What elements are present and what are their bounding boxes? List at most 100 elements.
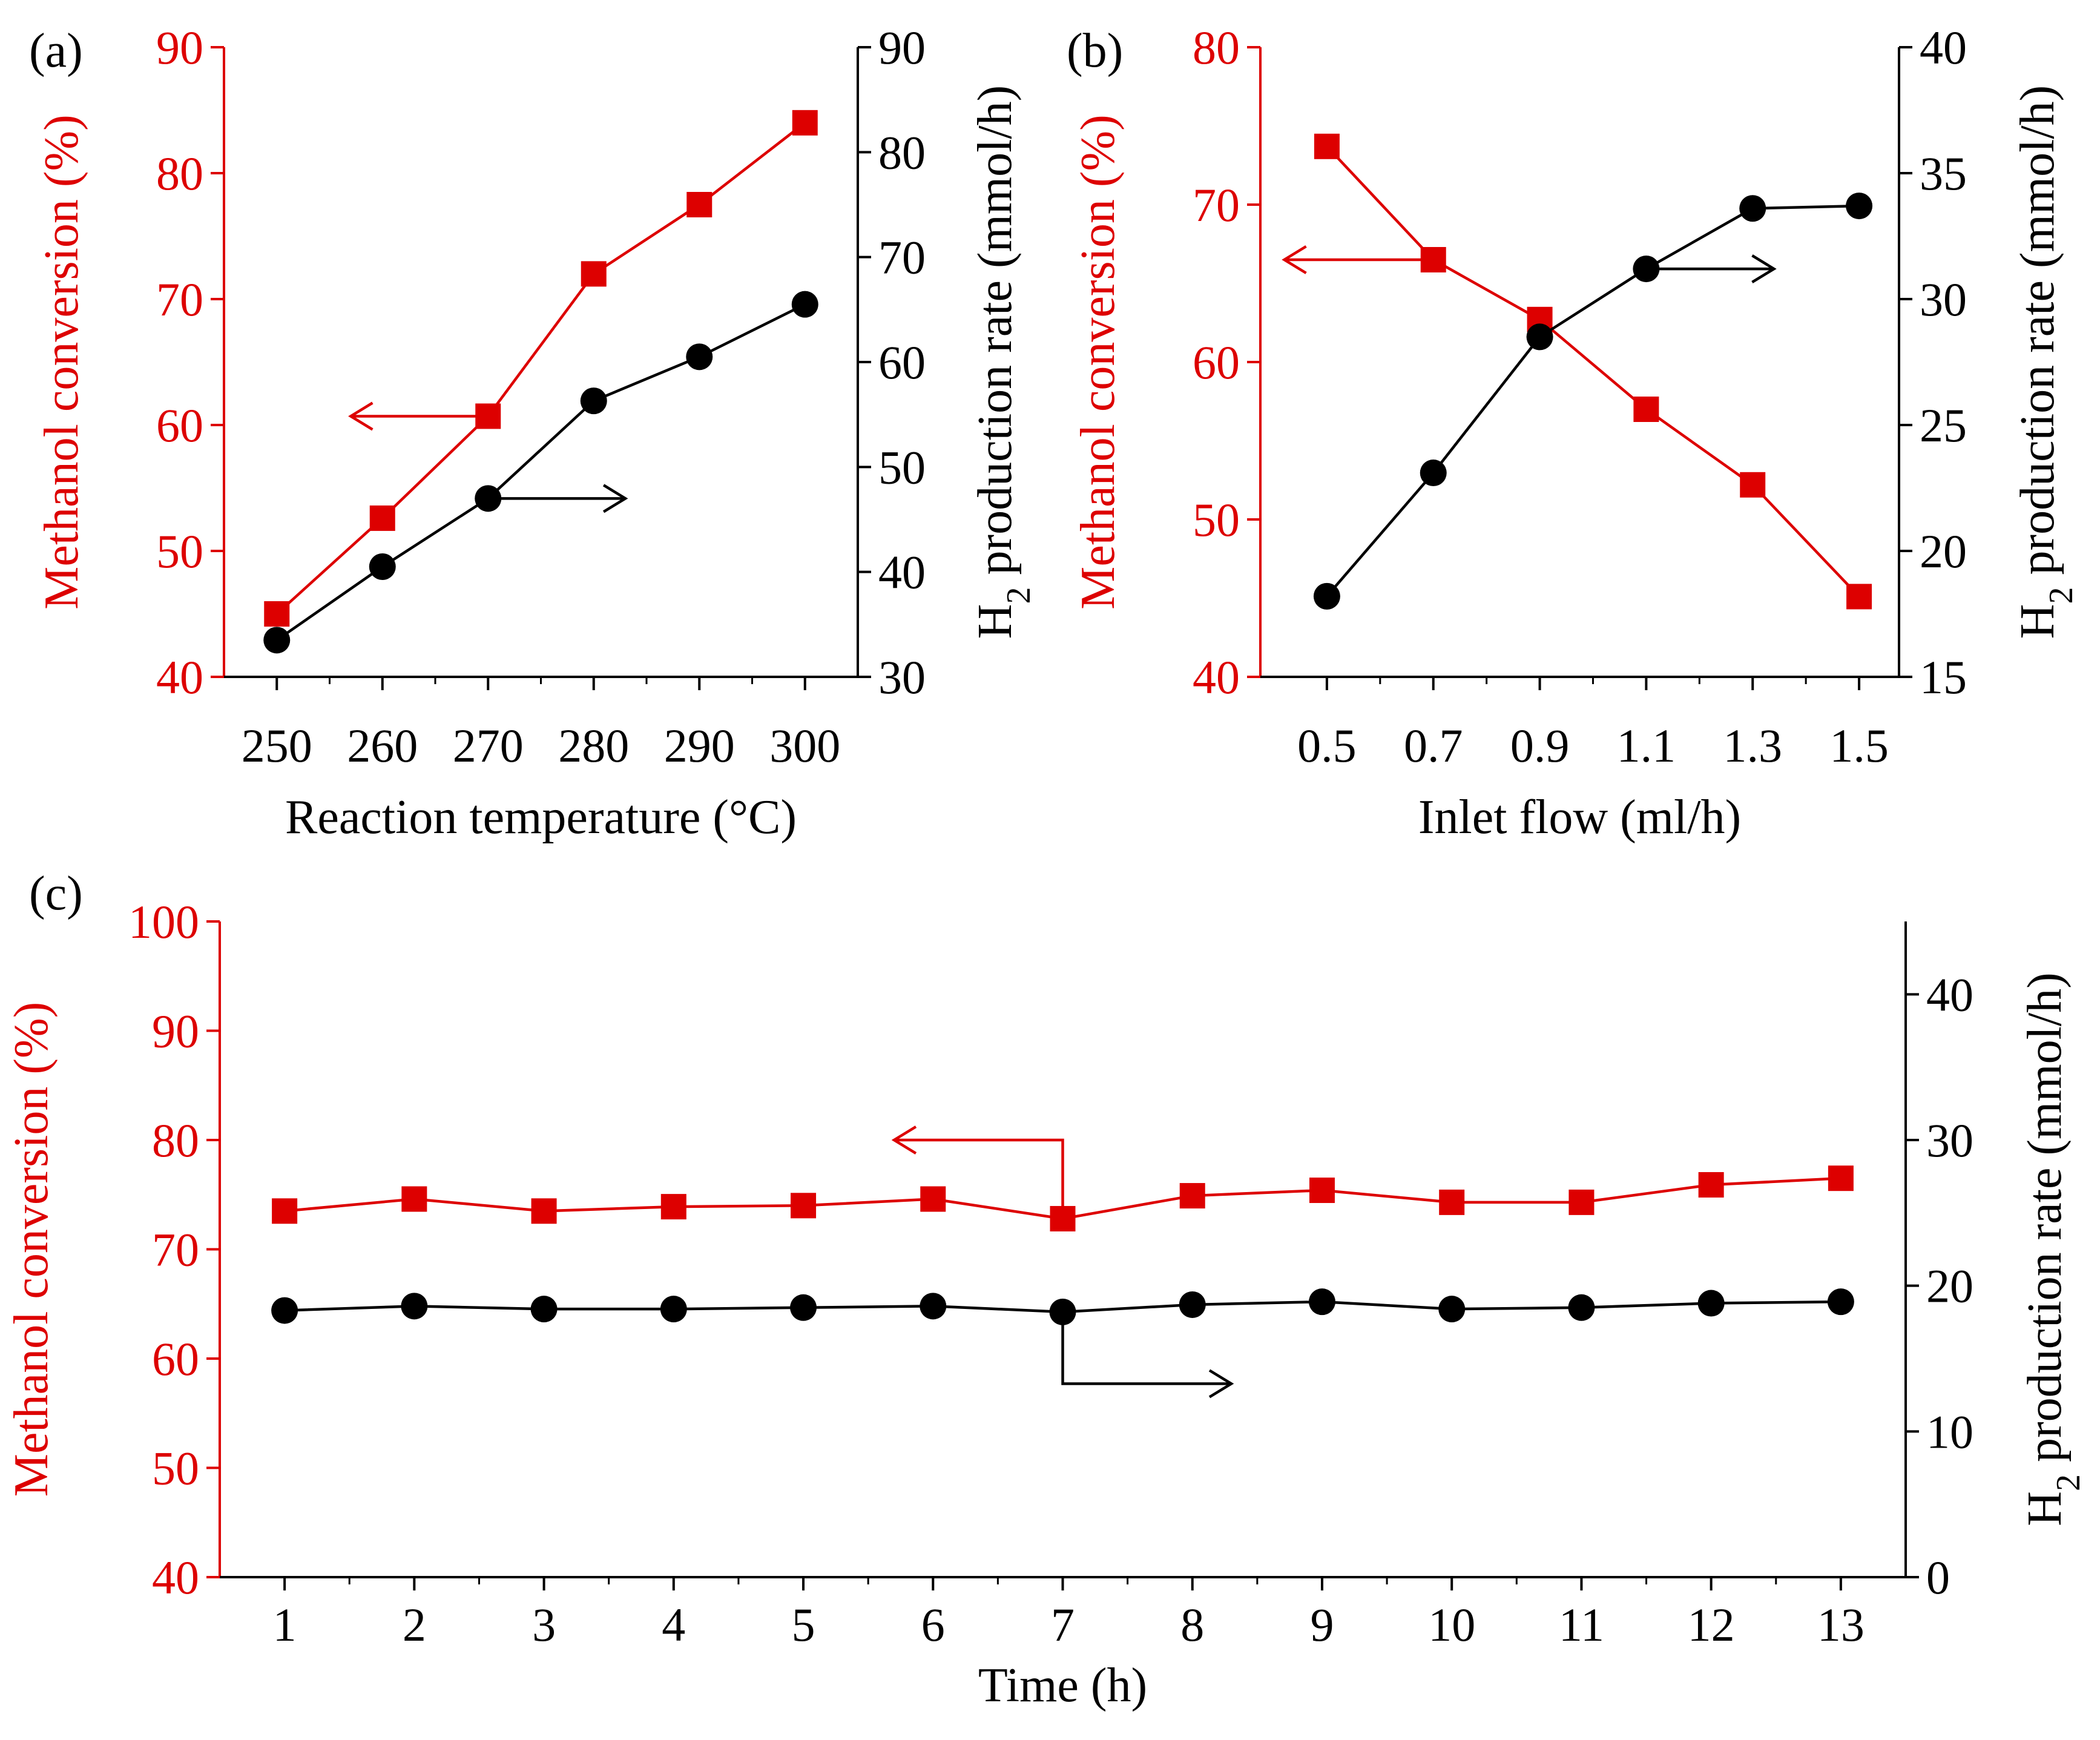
x-tick-label: 11 [1559, 1598, 1604, 1651]
right-y-tick-label: 40 [1920, 21, 1967, 74]
left-y-axis-title: Methanol conversion (%) [35, 114, 88, 610]
h2-data-point [790, 1294, 817, 1321]
conversion-series-line [1326, 145, 1860, 598]
x-tick-label: 280 [558, 719, 629, 772]
x-tick-label: 0.5 [1297, 719, 1357, 772]
left-y-tick-label: 60 [156, 399, 203, 452]
left-y-tick-label: 60 [152, 1333, 199, 1385]
h2-data-point [1697, 1290, 1725, 1317]
x-tick-label: 6 [921, 1598, 945, 1651]
left-y-tick-label: 40 [156, 651, 203, 704]
left-y-tick-label: 100 [128, 895, 199, 948]
x-tick-label: 1.1 [1617, 719, 1676, 772]
x-tick-label: 5 [792, 1598, 815, 1651]
left-y-tick-label: 80 [152, 1114, 199, 1167]
right-y-tick-label: 40 [878, 546, 926, 599]
conversion-axis-arrowhead [891, 1125, 917, 1155]
conversion-data-point [1568, 1189, 1595, 1215]
right-y-tick-label: 90 [878, 21, 926, 74]
left-y-tick-label: 40 [1193, 651, 1240, 704]
left-y-axis-title: Methanol conversion (%) [1071, 114, 1125, 610]
x-tick-label: 270 [453, 719, 524, 772]
h2-data-point [1526, 323, 1553, 351]
right-y-axis-title: H2 production rate (mmol/h) [969, 85, 1038, 639]
x-tick-label: 250 [242, 719, 312, 772]
x-tick-label: 3 [532, 1598, 556, 1651]
right-y-tick-label: 35 [1920, 147, 1967, 200]
right-y-axis-title-prefix: H [2011, 604, 2064, 639]
h2-series-line [1326, 204, 1860, 598]
h2-data-point [369, 553, 396, 580]
right-y-axis-title-subscript: 2 [2042, 587, 2080, 604]
x-tick-label: 300 [769, 719, 840, 772]
left-y-tick-label: 90 [156, 21, 203, 74]
h2-data-point [401, 1293, 428, 1320]
conversion-data-point [660, 1194, 686, 1220]
x-tick-label: 7 [1051, 1598, 1075, 1651]
h2-data-point [686, 343, 713, 371]
panel-label: (a) [29, 24, 83, 77]
h2-data-point [1846, 193, 1873, 220]
right-y-axis-title: H2 production rate (mmol/h) [2011, 85, 2080, 639]
right-y-tick-label: 30 [1926, 1114, 1973, 1167]
h2-data-point [660, 1296, 687, 1323]
left-y-tick-label: 80 [156, 147, 203, 200]
conversion-data-point [272, 1198, 298, 1224]
left-y-tick-label: 50 [1193, 493, 1240, 546]
right-y-tick-label: 20 [1926, 1260, 1973, 1313]
h2-data-point [1739, 195, 1766, 222]
left-y-tick-label: 80 [1193, 21, 1240, 74]
right-y-axis-title-prefix: H [2018, 1491, 2072, 1526]
right-y-tick-label: 30 [1920, 273, 1967, 326]
right-y-tick-label: 15 [1920, 651, 1967, 704]
x-tick-label: 12 [1688, 1598, 1735, 1651]
h2-data-point [920, 1293, 947, 1320]
left-y-tick-label: 70 [1193, 179, 1240, 231]
x-axis-title: Time (h) [978, 1659, 1147, 1712]
conversion-data-point [791, 1193, 817, 1219]
conversion-axis-arrowhead [1282, 245, 1307, 274]
right-y-axis-title-subscript: 2 [2050, 1474, 2087, 1491]
conversion-data-point [1439, 1189, 1465, 1215]
right-y-axis-title-suffix: production rate (mmol/h) [969, 85, 1022, 587]
h2-data-point [1420, 460, 1447, 487]
conversion-data-point [531, 1198, 557, 1224]
h2-axis-arrowhead [1751, 254, 1777, 283]
x-tick-label: 2 [403, 1598, 426, 1651]
conversion-data-point [1698, 1172, 1724, 1198]
right-y-tick-label: 70 [878, 231, 926, 284]
x-tick-label: 0.7 [1404, 719, 1463, 772]
right-y-tick-label: 50 [878, 441, 926, 493]
x-tick-label: 1.3 [1723, 719, 1782, 772]
left-y-tick-label: 60 [1193, 336, 1240, 389]
conversion-axis-arrow [894, 1138, 1064, 1219]
left-y-axis-title: Methanol conversion (%) [5, 1002, 58, 1497]
h2-axis-arrowhead [602, 484, 628, 513]
x-tick-label: 10 [1428, 1598, 1475, 1651]
conversion-data-point [1309, 1178, 1335, 1204]
h2-data-point [580, 387, 607, 415]
conversion-data-point [1828, 1165, 1854, 1191]
left-y-tick-label: 90 [152, 1005, 199, 1058]
conversion-data-point [369, 505, 395, 531]
h2-data-point [1313, 582, 1340, 610]
left-y-tick-label: 50 [152, 1442, 199, 1495]
left-y-tick-label: 40 [152, 1551, 199, 1604]
x-tick-label: 0.9 [1510, 719, 1570, 772]
conversion-data-point [581, 261, 607, 287]
right-y-axis-title-suffix: production rate (mmol/h) [2011, 85, 2064, 587]
right-y-tick-label: 80 [878, 126, 926, 179]
h2-axis-arrow [1061, 1311, 1231, 1385]
h2-data-point [530, 1296, 558, 1323]
left-y-tick-label: 50 [156, 525, 203, 578]
right-y-tick-label: 25 [1920, 399, 1967, 452]
panel-label: (c) [29, 867, 83, 920]
left-y-tick-label: 70 [152, 1224, 199, 1276]
conversion-data-point [686, 192, 713, 217]
right-y-tick-label: 10 [1926, 1405, 1973, 1458]
h2-data-point [263, 627, 291, 654]
x-axis-title: Reaction temperature (°C) [285, 791, 797, 844]
h2-data-point [1827, 1288, 1854, 1316]
right-y-tick-label: 40 [1926, 968, 1973, 1021]
